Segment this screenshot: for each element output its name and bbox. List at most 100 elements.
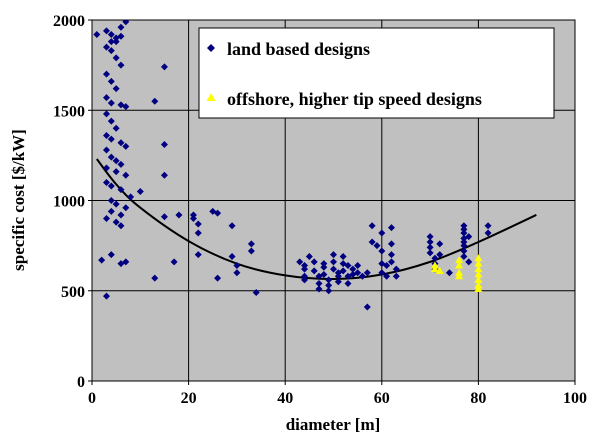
land-point xyxy=(175,211,183,219)
land-point xyxy=(387,224,395,232)
land-point xyxy=(112,124,120,132)
land-point xyxy=(107,135,115,143)
land-point xyxy=(325,287,333,295)
trendline-layer xyxy=(96,158,537,281)
land-point xyxy=(160,213,168,221)
land-point xyxy=(349,265,357,273)
land-point xyxy=(107,38,115,46)
land-point xyxy=(339,267,347,275)
land-point xyxy=(378,269,386,277)
land-point xyxy=(368,238,376,246)
land-point xyxy=(214,209,222,217)
x-axis-title: diameter [m] xyxy=(286,415,381,434)
land-point xyxy=(107,251,115,259)
land-point xyxy=(107,117,115,125)
land-point xyxy=(465,258,473,266)
land-point xyxy=(117,32,125,40)
land-point xyxy=(247,247,255,255)
land-point xyxy=(334,278,342,286)
land-point xyxy=(436,251,444,259)
land-point xyxy=(392,272,400,280)
land-point xyxy=(426,249,434,257)
land-point xyxy=(102,164,110,172)
land-point xyxy=(117,186,125,194)
land-point xyxy=(460,222,468,230)
land-point xyxy=(107,77,115,85)
land-point xyxy=(344,280,352,288)
land-point xyxy=(194,251,202,259)
land-point xyxy=(460,252,468,260)
land-point xyxy=(228,222,236,230)
land-point xyxy=(122,171,130,179)
offshore-point xyxy=(474,284,483,292)
offshore-point xyxy=(474,265,483,273)
land-point xyxy=(296,258,304,266)
land-point xyxy=(233,269,241,277)
land-point xyxy=(426,238,434,246)
land-point xyxy=(107,47,115,55)
offshore-point xyxy=(474,259,483,267)
land-point xyxy=(426,243,434,251)
land-point xyxy=(330,251,337,259)
legend: land based designs offshore, higher tip … xyxy=(198,27,555,119)
x-tick-label: 0 xyxy=(88,390,96,407)
land-point xyxy=(112,200,120,208)
land-point xyxy=(330,265,337,273)
land-point xyxy=(392,265,400,273)
land-point xyxy=(358,272,366,280)
land-point xyxy=(107,30,115,38)
land-point xyxy=(247,240,255,248)
land-point xyxy=(136,187,144,195)
land-point xyxy=(122,20,130,26)
land-point xyxy=(315,280,323,288)
land-point xyxy=(112,85,120,93)
land-point xyxy=(426,233,434,241)
land-point xyxy=(107,207,115,215)
land-point xyxy=(117,23,125,31)
y-tick-label: 2000 xyxy=(53,13,85,30)
offshore-point xyxy=(430,265,439,273)
land-point xyxy=(112,38,120,46)
land-point xyxy=(107,182,115,190)
land-point xyxy=(117,211,125,219)
land-point xyxy=(127,193,135,201)
land-point xyxy=(107,153,115,161)
land-point xyxy=(233,261,241,269)
land-point xyxy=(160,171,168,179)
land-point xyxy=(117,61,125,69)
land-point xyxy=(354,261,362,269)
land-point xyxy=(460,242,468,250)
land-point xyxy=(102,215,110,223)
land-point xyxy=(122,142,130,150)
data-points xyxy=(93,20,492,311)
land-point xyxy=(189,215,197,223)
land-point xyxy=(112,168,120,176)
land-point xyxy=(194,229,202,237)
offshore-point xyxy=(430,261,439,269)
land-point xyxy=(102,146,110,154)
y-tick-label: 0 xyxy=(77,374,85,391)
land-point xyxy=(102,43,110,51)
y-tick-label: 1000 xyxy=(53,194,85,211)
x-tick-label: 80 xyxy=(470,390,486,407)
land-point xyxy=(305,252,313,260)
y-tick-label: 1500 xyxy=(53,103,85,120)
land-point xyxy=(117,222,125,230)
x-tick-label: 40 xyxy=(277,390,293,407)
land-point xyxy=(122,258,130,266)
offshore-point xyxy=(474,254,483,262)
land-point xyxy=(98,256,106,264)
legend-label-offshore: offshore, higher tip speed designs xyxy=(227,89,482,109)
land-point xyxy=(194,220,202,228)
land-point xyxy=(484,229,492,237)
land-point xyxy=(151,97,159,105)
land-point xyxy=(363,269,371,277)
land-point xyxy=(368,222,376,230)
land-point xyxy=(160,63,168,71)
land-point xyxy=(102,110,110,118)
land-point xyxy=(228,252,236,260)
land-point xyxy=(310,258,318,266)
